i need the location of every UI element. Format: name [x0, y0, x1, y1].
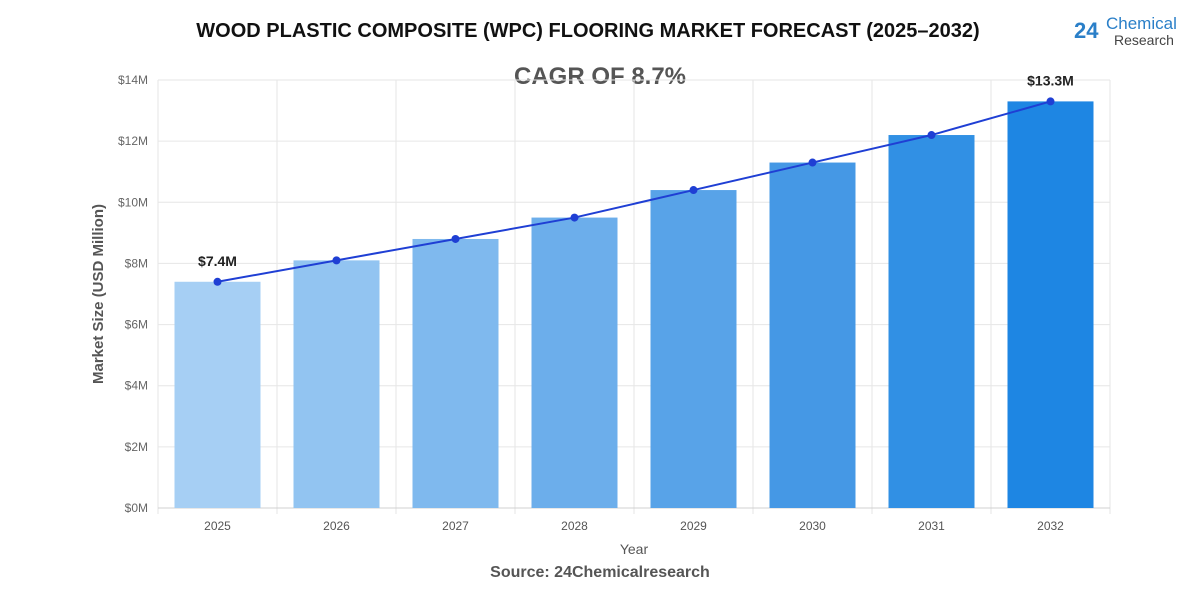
- logo-line2: Research: [1114, 32, 1174, 48]
- x-tick-label: 2026: [323, 519, 350, 533]
- y-tick-label: $6M: [125, 318, 148, 332]
- trend-point-2025: [213, 277, 222, 286]
- y-tick-label: $0M: [125, 501, 148, 515]
- x-tick-label: 2025: [204, 519, 231, 533]
- y-tick-label: $4M: [125, 379, 148, 393]
- y-tick-label: $14M: [118, 73, 148, 87]
- trend-point-2031: [927, 131, 936, 140]
- x-axis-title: Year: [620, 541, 649, 557]
- trend-point-2032: [1046, 97, 1055, 106]
- data-label: $7.4M: [198, 253, 237, 269]
- y-axis-title: Market Size (USD Million): [90, 204, 107, 384]
- x-tick-label: 2031: [918, 519, 945, 533]
- trend-point-2027: [451, 234, 460, 243]
- trend-point-2028: [570, 213, 579, 222]
- bar-2025: [174, 281, 261, 508]
- y-tick-label: $8M: [125, 256, 148, 270]
- trend-line: [217, 100, 1051, 283]
- chart-subtitle: CAGR OF 8.7%: [513, 63, 687, 90]
- x-tick-label: 2028: [561, 519, 588, 533]
- data-label: $13.3M: [1027, 72, 1074, 88]
- x-tick-label: 2027: [442, 519, 469, 533]
- logo: 24 Chemical Research: [1074, 12, 1194, 48]
- bar-2028: [531, 217, 618, 509]
- trend-point-2026: [332, 256, 341, 265]
- bar-2026: [293, 260, 380, 508]
- bar-2027: [412, 238, 499, 508]
- bar-2031: [888, 135, 975, 508]
- logo-number: 24: [1074, 18, 1099, 43]
- y-tick-label: $10M: [118, 195, 148, 209]
- x-tick-label: 2029: [680, 519, 707, 533]
- x-tick-label: 2032: [1037, 519, 1064, 533]
- trend-point-2029: [689, 186, 698, 195]
- x-tick-label: 2030: [799, 519, 826, 533]
- trend-point-2030: [808, 158, 817, 167]
- bar-2029: [650, 190, 737, 509]
- chart-title: WOOD PLASTIC COMPOSITE (WPC) FLOORING MA…: [196, 20, 980, 42]
- y-tick-label: $2M: [125, 440, 148, 454]
- source-note: Source: 24Chemicalresearch: [490, 564, 710, 581]
- bar-2030: [769, 162, 856, 509]
- y-tick-label: $12M: [118, 134, 148, 148]
- bar-2032: [1007, 101, 1094, 509]
- logo-line1: Chemical: [1106, 14, 1177, 33]
